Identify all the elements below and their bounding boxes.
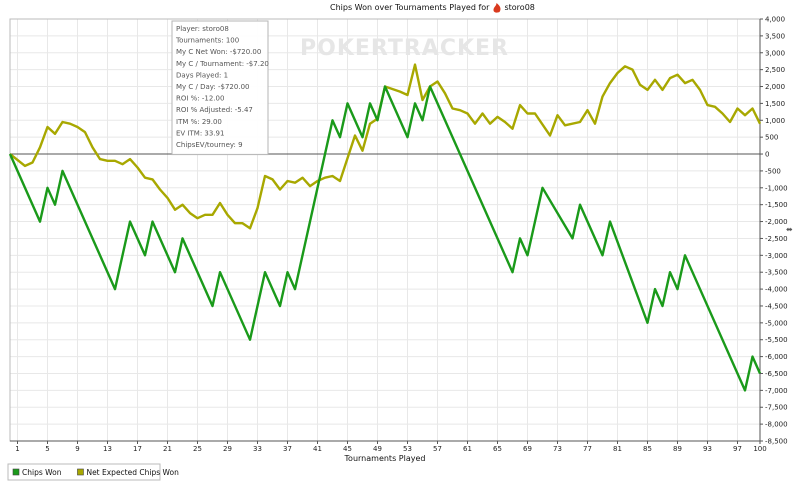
y-tick-label: -1,000 xyxy=(765,184,788,192)
y-tick-label: 2,500 xyxy=(765,66,785,74)
y-tick-label: 3,000 xyxy=(765,49,785,57)
legend-label: Chips Won xyxy=(22,468,62,477)
y-tick-label: -6,000 xyxy=(765,353,788,361)
y-tick-label: 2,000 xyxy=(765,83,785,91)
tooltip-line: My C Net Won: -$720.00 xyxy=(176,48,261,56)
tooltip-line: Player: storo08 xyxy=(176,25,229,33)
x-tick-label: 29 xyxy=(223,445,232,453)
y-tick-label: -2,500 xyxy=(765,235,788,243)
y-tick-label: 500 xyxy=(765,134,778,142)
x-tick-label: 53 xyxy=(403,445,412,453)
x-tick-label: 41 xyxy=(313,445,322,453)
x-tick-label: 73 xyxy=(553,445,562,453)
y-tick-label: 1,000 xyxy=(765,117,785,125)
legend-box xyxy=(7,463,161,481)
y-tick-label: -6,500 xyxy=(765,370,788,378)
x-tick-label: 37 xyxy=(283,445,292,453)
x-tick-label: 77 xyxy=(583,445,592,453)
x-tick-label: 85 xyxy=(643,445,652,453)
y-tick-label: -3,500 xyxy=(765,269,788,277)
x-tick-label: 13 xyxy=(103,445,112,453)
watermark-logo: POKERTRACKER xyxy=(300,36,509,61)
y-tick-label: -5,500 xyxy=(765,336,788,344)
x-tick-label: 17 xyxy=(133,445,142,453)
legend-label: Net Expected Chips Won xyxy=(86,468,179,477)
series-layer xyxy=(8,63,762,392)
x-tick-label: 61 xyxy=(463,445,472,453)
y-tick-label: -7,000 xyxy=(765,387,788,395)
tooltip-line: ITM %: 29.00 xyxy=(176,118,222,126)
tooltip-line: ChipsEV/tourney: 9 xyxy=(176,141,243,149)
x-axis-label: Tournaments Played xyxy=(344,454,426,463)
x-tick-label: 65 xyxy=(493,445,502,453)
legend: Chips Won Net Expected Chips Won xyxy=(7,463,179,481)
x-tick-label: 89 xyxy=(673,445,682,453)
y-tick-label: -1,500 xyxy=(765,201,788,209)
y-tick-label: 4,000 xyxy=(765,16,785,24)
y-tick-label: -7,500 xyxy=(765,404,788,412)
tooltip-line: Days Played: 1 xyxy=(176,71,228,79)
x-tick-label: 57 xyxy=(433,445,442,453)
y-tick-label: -4,000 xyxy=(765,286,788,294)
tooltip-line: My C / Tournament: -$7.20 xyxy=(176,60,269,68)
legend-swatch xyxy=(77,468,84,476)
legend-swatch xyxy=(12,468,20,476)
x-tick-label: 21 xyxy=(163,445,172,453)
y-tick-label: -500 xyxy=(765,167,781,175)
resize-handle-icon[interactable]: ⬌ xyxy=(786,225,793,234)
chart-title-player: storo08 xyxy=(504,3,534,12)
x-tick-label: 45 xyxy=(343,445,352,453)
tooltip-line: EV ITM: 33.91 xyxy=(176,129,224,137)
y-tick-label: -5,000 xyxy=(765,319,788,327)
x-tick-label: 93 xyxy=(703,445,712,453)
x-tick-label: 49 xyxy=(373,445,382,453)
x-tick-label: 9 xyxy=(75,445,79,453)
tooltip-line: My C / Day: -$720.00 xyxy=(176,83,249,91)
tooltip-line: Tournaments: 100 xyxy=(175,37,239,45)
x-tick-label: 1 xyxy=(15,445,19,453)
x-tick-label: 25 xyxy=(193,445,202,453)
x-axis-ticks: 1 5 9 13 17 21 25 29 33 37 41 45 49 53 57 61 65 69 73 77 81 8… xyxy=(15,441,767,453)
y-tick-label: -3,000 xyxy=(765,252,788,260)
x-tick-label: 33 xyxy=(253,445,262,453)
tooltip-line: ROI % Adjusted: -5.47 xyxy=(176,106,253,114)
tooltip-box xyxy=(171,20,269,156)
tooltip-line: ROI %: -12.00 xyxy=(176,95,224,103)
y-tick-label: -4,500 xyxy=(765,302,788,310)
y-tick-label: -2,000 xyxy=(765,218,788,226)
chart-title: Chips Won over Tournaments Played for xyxy=(330,3,490,12)
x-tick-label: 100 xyxy=(753,445,766,453)
y-tick-label: 3,500 xyxy=(765,32,785,40)
x-tick-label: 69 xyxy=(523,445,532,453)
flame-icon xyxy=(493,3,501,13)
y-tick-label: 1,500 xyxy=(765,100,785,108)
y-tick-label: 0 xyxy=(765,151,769,159)
x-tick-label: 97 xyxy=(733,445,742,453)
y-axis-ticks: 4,000 3,500 3,000 2,500 2,000 1,500 1,000 500 0 -… xyxy=(760,16,788,446)
stats-tooltip: Player: storo08 Tournaments: 100 My C Net … xyxy=(171,20,269,156)
series-line-chips-won xyxy=(8,85,762,392)
x-tick-label: 5 xyxy=(45,445,49,453)
y-tick-label: -8,000 xyxy=(765,421,788,429)
flame-shape xyxy=(493,3,501,13)
x-tick-label: 81 xyxy=(613,445,622,453)
y-tick-label: -8,500 xyxy=(765,438,788,446)
